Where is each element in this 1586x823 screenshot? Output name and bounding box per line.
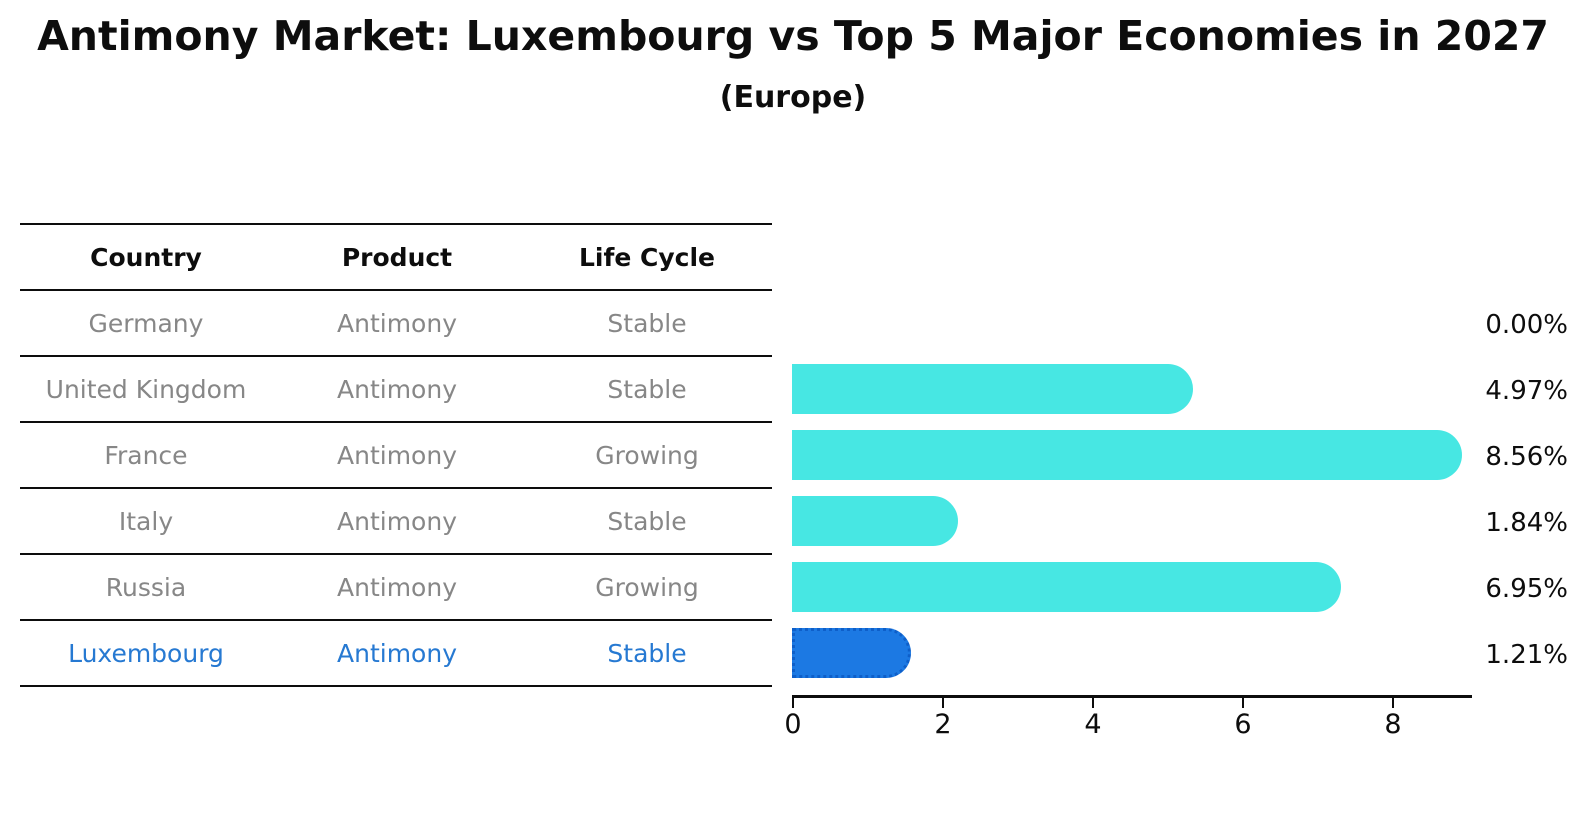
table-body: Germany Antimony Stable United Kingdom Antim… [20,291,772,687]
table-row-france: France Antimony Growing [20,423,772,489]
table-cell-life-cycle: Stable [607,374,687,404]
table-cell-product: Antimony [337,638,457,668]
table-cell-product: Antimony [337,572,457,602]
chart-subtitle: (Europe) [719,80,867,115]
x-tick [1392,698,1394,708]
table-cell-country: France [104,440,188,470]
table-cell-country: Luxembourg [68,638,224,668]
value-label-italy: 1.84% [1485,508,1568,538]
bar-plot-area [792,290,1492,686]
x-tick-label: 4 [1084,709,1102,740]
x-tick-label: 2 [934,709,952,740]
table-row-luxembourg: Luxembourg Antimony Stable [20,621,772,687]
table-cell-life-cycle: Stable [607,638,687,668]
table-cell-life-cycle: Stable [607,506,687,536]
value-label-luxembourg: 1.21% [1485,640,1568,670]
x-tick [942,698,944,708]
chart-title: Antimony Market: Luxembourg vs Top 5 Maj… [37,12,1549,60]
table-cell-product: Antimony [337,506,457,536]
table-cell-product: Antimony [337,374,457,404]
table-row-germany: Germany Antimony Stable [20,291,772,357]
table-cell-product: Antimony [337,440,457,470]
table-header-country: Country [90,242,202,272]
x-tick-label: 8 [1384,709,1402,740]
value-label-united-kingdom: 4.97% [1485,376,1568,406]
x-tick [1242,698,1244,708]
bar-russia [792,562,1341,612]
bar-united-kingdom [792,364,1193,414]
table-cell-country: United Kingdom [45,374,247,404]
table-header-product: Product [341,242,453,272]
bar-luxembourg [792,628,911,678]
table-cell-life-cycle: Stable [607,308,687,338]
table-cell-country: Italy [118,506,174,536]
table-row-italy: Italy Antimony Stable [20,489,772,555]
table-cell-product: Antimony [337,308,457,338]
country-table: Country Product Life Cycle Germany Antimo… [20,223,772,687]
bar-italy [792,496,958,546]
table-cell-life-cycle: Growing [595,572,699,602]
table-cell-country: Russia [105,572,187,602]
table-cell-life-cycle: Growing [595,440,699,470]
x-tick [792,698,794,708]
value-label-russia: 6.95% [1485,574,1568,604]
table-header-life-cycle: Life Cycle [578,242,716,272]
table-row-united-kingdom: United Kingdom Antimony Stable [20,357,772,423]
value-label-france: 8.56% [1485,442,1568,472]
table-row-russia: Russia Antimony Growing [20,555,772,621]
bar-france [792,430,1462,480]
x-tick-label: 6 [1234,709,1252,740]
x-axis-line [792,695,1472,698]
table-cell-country: Germany [88,308,204,338]
value-label-germany: 0.00% [1485,310,1568,340]
table-header-row: Country Product Life Cycle [20,225,772,291]
x-tick-label: 0 [784,709,802,740]
x-tick [1092,698,1094,708]
